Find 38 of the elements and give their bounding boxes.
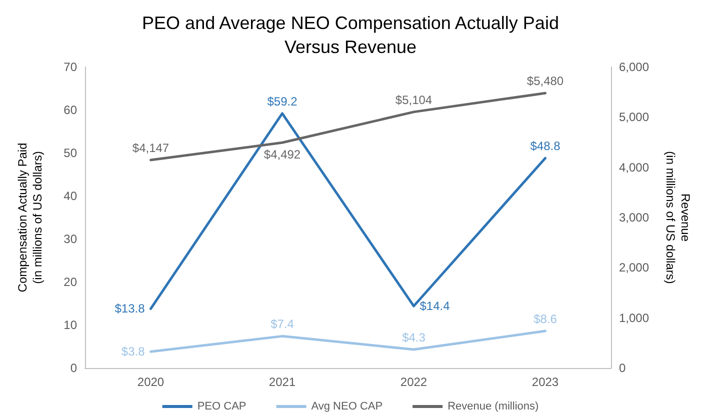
y2-tick-label: 1,000 [619, 310, 650, 325]
data-label: $5,480 [526, 74, 564, 88]
y-tick-label: 70 [64, 60, 78, 74]
data-label: $4,492 [264, 148, 301, 162]
y-tick-label: 60 [64, 103, 78, 117]
data-label: $5,104 [395, 92, 432, 107]
y-tick-label: 10 [64, 318, 78, 332]
chart-title: PEO and Average NEO Compensation Actually Paid Versus Revenue [142, 13, 559, 57]
data-label: $4.3 [402, 330, 426, 345]
y-tick-label: 50 [64, 146, 78, 160]
y2-tick-label: 4,000 [619, 160, 650, 174]
y-tick-label: 20 [64, 275, 78, 289]
x-tick-label: 2021 [268, 375, 296, 389]
x-tick-label: 2020 [137, 375, 164, 389]
data-label: $3.8 [121, 344, 146, 359]
data-label: $14.4 [420, 299, 450, 314]
legend-label: Avg NEO CAP [311, 400, 383, 412]
y2-tick-label: 5,000 [619, 110, 650, 124]
legend-label: Revenue (millions) [448, 400, 539, 412]
y-axis-title: Compensation Actually Paid (in millions of US dollars) [16, 142, 44, 292]
y2-tick-label: 6,000 [619, 60, 650, 74]
data-label: $48.8 [530, 139, 561, 154]
x-tick-label: 2022 [400, 375, 428, 389]
y2-tick-label: 3,000 [619, 210, 650, 224]
data-label: $8.6 [534, 312, 558, 326]
y-tick-label: 40 [64, 189, 78, 203]
data-label: $13.8 [114, 302, 146, 316]
y-tick-label: 0 [70, 361, 78, 375]
data-label: $7.4 [270, 317, 294, 332]
legend-label: PEO CAP [197, 400, 246, 412]
data-label: $4,147 [132, 140, 170, 155]
y2-tick-label: 2,000 [619, 260, 650, 275]
data-label: $59.2 [267, 94, 298, 108]
x-tick-label: 2023 [532, 375, 559, 389]
y2-axis-title: Revenue (in millions of US dollars) [664, 151, 692, 284]
y-tick-label: 30 [64, 232, 78, 246]
y2-tick-label: 0 [619, 361, 626, 375]
line-series [150, 330, 546, 353]
